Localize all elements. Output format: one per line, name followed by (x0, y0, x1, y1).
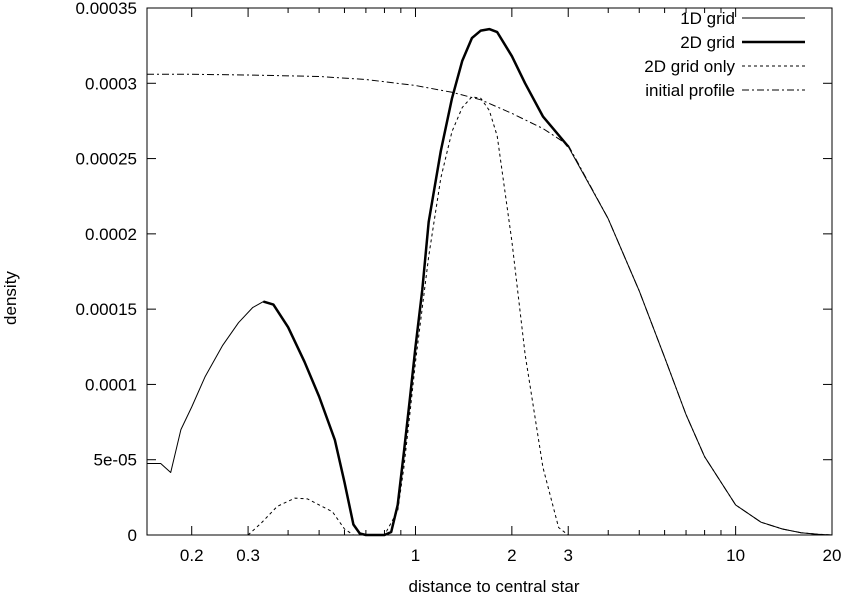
legend-label: initial profile (645, 81, 735, 100)
x-tick-label: 3 (563, 546, 572, 565)
legend-label: 1D grid (680, 9, 735, 28)
axes-layer: 0 5e-05 0.0001 0.00015 0.0002 0.00025 0.0003 0.… (76, 0, 842, 565)
legend: 1D grid 2D grid 2D grid only initial profil… (644, 9, 805, 100)
y-tick-label: 0.00015 (76, 300, 137, 319)
y-tick-label: 0.0003 (85, 74, 137, 93)
x-tick-label: 0.2 (180, 546, 204, 565)
series-line-1 (147, 301, 274, 473)
legend-label: 2D grid (680, 33, 735, 52)
x-tick-label: 2 (507, 546, 516, 565)
y-tick-label: 0.00025 (76, 150, 137, 169)
legend-label: 2D grid only (644, 57, 735, 76)
x-axis-title: distance to central star (408, 577, 579, 596)
x-tick-label: 20 (823, 546, 842, 565)
x-tick-label: 0.3 (236, 546, 260, 565)
x-tick-label: 10 (726, 546, 745, 565)
x-tick-label: 1 (411, 546, 420, 565)
series-line-4 (247, 96, 569, 536)
series-line-2 (263, 27, 570, 537)
series-line-3 (567, 146, 833, 536)
y-tick-label: 0 (128, 526, 137, 545)
y-tick-label: 5e-05 (94, 451, 137, 470)
y-tick-label: 0.00035 (76, 0, 137, 18)
y-tick-label: 0.0002 (85, 225, 137, 244)
plot-frame (146, 7, 833, 536)
y-axis-title: density (1, 271, 20, 325)
data-layer (147, 27, 833, 537)
y-tick-label: 0.0001 (85, 375, 137, 394)
series-line-5 (147, 73, 833, 536)
